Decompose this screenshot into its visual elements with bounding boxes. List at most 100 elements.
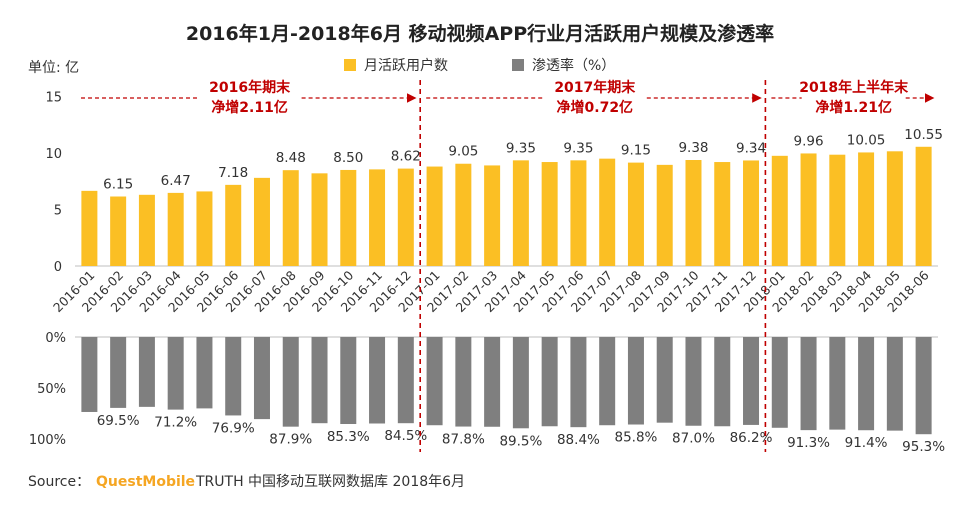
user-bar xyxy=(800,153,817,266)
legend-swatch-penetration xyxy=(512,59,524,71)
source-text: TRUTH 中国移动互联网数据库 2018年6月 xyxy=(195,474,465,490)
user-bar xyxy=(829,154,846,266)
penetration-bar-label: 69.5% xyxy=(97,413,140,429)
user-bar xyxy=(81,190,98,266)
penetration-bar xyxy=(656,337,673,423)
annotation-net-growth: 净增1.21亿 xyxy=(815,99,892,116)
penetration-bar-label: 87.9% xyxy=(269,432,312,448)
penetration-bar xyxy=(800,337,817,431)
penetration-bar xyxy=(627,337,644,425)
user-bar-label: 9.15 xyxy=(621,143,651,159)
penetration-bar xyxy=(599,337,616,426)
penetration-bar xyxy=(138,337,155,407)
source-note: Source： QuestMobile TRUTH 中国移动互联网数据库 201… xyxy=(28,474,465,490)
penetration-bar-label: 85.8% xyxy=(615,430,658,446)
user-bar-label: 8.50 xyxy=(333,150,363,166)
penetration-bar xyxy=(829,337,846,430)
user-bar xyxy=(455,163,472,266)
penetration-bar xyxy=(484,337,501,427)
legend-label-penetration: 渗透率（%） xyxy=(532,57,615,74)
legend: 月活跃用户数 渗透率（%） xyxy=(344,57,615,74)
y-tick-bottom: 0% xyxy=(45,331,66,346)
y-tick-bottom: 50% xyxy=(37,382,66,397)
penetration-bar xyxy=(167,337,184,410)
penetration-bars xyxy=(81,337,932,435)
user-bar-label: 9.34 xyxy=(736,140,766,156)
chart-title: 2016年1月-2018年6月 移动视频APP行业月活跃用户规模及渗透率 xyxy=(186,22,774,45)
penetration-bar xyxy=(714,337,731,427)
y-tick-top: 5 xyxy=(54,204,62,219)
user-bar-label: 6.15 xyxy=(103,177,133,193)
penetration-bar-label: 91.3% xyxy=(787,435,830,451)
user-bar-label: 10.05 xyxy=(847,132,886,148)
penetration-bar xyxy=(541,337,558,427)
penetration-bar xyxy=(455,337,472,427)
user-bar xyxy=(570,160,587,266)
penetration-bar-label: 91.4% xyxy=(845,435,888,451)
user-bar xyxy=(771,155,788,266)
bottom-axis: 0% 50% 100% xyxy=(29,331,938,448)
penetration-bar-label: 89.5% xyxy=(499,433,542,449)
unit-label: 单位: 亿 xyxy=(28,60,79,76)
user-bar xyxy=(599,158,616,266)
penetration-bar xyxy=(886,337,903,431)
penetration-bar xyxy=(426,337,443,426)
legend-label-users: 月活跃用户数 xyxy=(364,57,448,74)
penetration-bar xyxy=(340,337,357,425)
penetration-bar xyxy=(225,337,242,416)
penetration-bar xyxy=(110,337,127,408)
user-bar xyxy=(541,162,558,266)
user-bar-label: 9.38 xyxy=(678,140,708,156)
x-axis-labels: 2016-012016-022016-032016-042016-052016-… xyxy=(50,267,932,315)
penetration-bar xyxy=(196,337,213,409)
penetration-bar xyxy=(512,337,529,429)
user-bar-label: 7.18 xyxy=(218,165,248,181)
user-bar-label: 9.35 xyxy=(506,140,536,156)
y-tick-bottom: 100% xyxy=(29,433,66,448)
user-bar xyxy=(340,169,357,266)
penetration-bar-label: 76.9% xyxy=(212,420,255,436)
user-bar xyxy=(369,169,386,266)
user-bar xyxy=(426,166,443,266)
penetration-bar-label: 87.0% xyxy=(672,431,715,447)
user-bar xyxy=(743,160,760,266)
penetration-bar-label: 86.2% xyxy=(730,430,773,446)
user-bar xyxy=(311,173,328,266)
penetration-bar xyxy=(743,337,760,425)
user-bar-labels: 6.15 6.47 7.18 8.48 8.50 8.62 9.05 9.35 9.35 9.15… xyxy=(103,127,943,193)
annotation-net-growth: 净增0.72亿 xyxy=(557,99,634,116)
user-bar xyxy=(915,146,932,266)
y-tick-top: 0 xyxy=(54,260,62,275)
penetration-bar xyxy=(570,337,587,428)
penetration-bar xyxy=(915,337,932,435)
period-dividers xyxy=(419,80,767,452)
penetration-bar xyxy=(311,337,328,424)
penetration-bar xyxy=(685,337,702,426)
penetration-bar xyxy=(397,337,414,424)
annotation-net-growth: 净增2.11亿 xyxy=(211,99,288,116)
penetration-bar xyxy=(253,337,270,420)
penetration-bar-label: 88.4% xyxy=(557,432,600,448)
user-bar-label: 8.62 xyxy=(391,149,421,165)
annotation-title: 2017年期末 xyxy=(554,79,636,96)
penetration-bar-label: 95.3% xyxy=(902,439,945,455)
user-bar xyxy=(167,192,184,266)
legend-swatch-users xyxy=(344,59,356,71)
user-bar xyxy=(656,164,673,266)
user-bar xyxy=(196,191,213,266)
annotation-title: 2016年期末 xyxy=(209,79,291,96)
user-bar xyxy=(886,151,903,266)
penetration-bar xyxy=(858,337,875,431)
user-bar-label: 6.47 xyxy=(161,173,191,189)
user-bar xyxy=(397,168,414,266)
user-bar-label: 9.96 xyxy=(794,133,824,149)
penetration-bar-label: 84.5% xyxy=(384,428,427,444)
penetration-bar-label: 87.8% xyxy=(442,432,485,448)
user-bar xyxy=(253,177,270,266)
penetration-bar xyxy=(369,337,386,424)
user-bar xyxy=(858,152,875,266)
user-bar-label: 8.48 xyxy=(276,150,306,166)
penetration-bar-label: 71.2% xyxy=(154,415,197,431)
top-axis: 0 5 10 15 xyxy=(45,91,938,275)
